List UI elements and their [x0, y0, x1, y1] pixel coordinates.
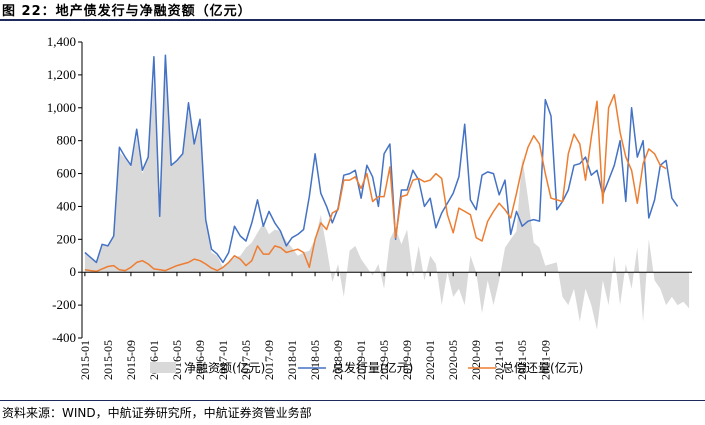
x-tick-label: 2020-09	[469, 340, 483, 380]
legend-label: 总偿还量(亿元)	[502, 360, 583, 375]
x-tick-label: 2016-05	[170, 340, 184, 380]
x-tick-label: 2019-01	[354, 340, 368, 380]
y-tick-label: 800	[57, 133, 77, 148]
source-note: 资料来源：WIND，中航证券研究所，中航证券资管业务部	[2, 406, 312, 420]
chart-title: 图 22：地产债发行与净融资额（亿元）	[2, 4, 252, 19]
y-tick-label: 600	[57, 166, 77, 181]
x-tick-label: 2019-09	[400, 340, 414, 380]
x-tick-label: 2020-05	[446, 340, 460, 380]
x-tick-label: 2015-01	[78, 340, 92, 380]
x-tick-label: 2021-01	[492, 340, 506, 380]
x-tick-label: 2017-01	[216, 340, 230, 380]
title-rule	[0, 19, 705, 21]
x-tick-label: 2016-09	[193, 340, 207, 380]
axes-layer: 1,4001,2001,0008006004002000-200-4002015…	[47, 34, 692, 380]
x-tick-label: 2021-05	[515, 340, 529, 380]
net-financing-area-layer	[84, 60, 690, 330]
x-tick-label: 2017-09	[262, 340, 276, 380]
net-financing-area	[84, 60, 690, 330]
chart-svg: 1,4001,2001,0008006004002000-200-4002015…	[47, 34, 692, 380]
x-tick-label: 2018-09	[331, 340, 345, 380]
y-tick-label: -200	[52, 297, 76, 312]
legend-label: 净融资额(亿元)	[184, 360, 265, 375]
legend: 净融资额(亿元) 总发行量(亿元) 总偿还量(亿元)	[150, 360, 583, 375]
legend-label: 总发行量(亿元)	[332, 360, 413, 375]
x-tick-label: 2016-01	[147, 340, 161, 380]
y-tick-label: 0	[70, 264, 77, 279]
x-tick-label: 2017-05	[239, 340, 253, 380]
y-tick-label: 1,400	[47, 34, 76, 49]
line-series-layer	[84, 54, 679, 273]
x-tick-label: 2018-01	[285, 340, 299, 380]
x-tick-label: 2020-01	[423, 340, 437, 380]
x-tick-label: 2018-05	[308, 340, 322, 380]
y-tick-label: 1,000	[47, 100, 76, 115]
y-tick-label: 200	[57, 231, 77, 246]
total-repayment-line	[84, 93, 667, 273]
x-tick-label: 2015-05	[101, 340, 115, 380]
y-tick-label: 1,200	[47, 67, 76, 82]
y-tick-label: -400	[52, 330, 76, 345]
x-tick-label: 2015-09	[124, 340, 138, 380]
x-tick-label: 2021-09	[538, 340, 552, 380]
y-tick-label: 400	[57, 198, 77, 213]
legend-swatch-net-financing	[150, 362, 176, 373]
total-issuance-line	[84, 54, 679, 264]
x-tick-label: 2019-05	[377, 340, 391, 380]
bottom-rule	[0, 400, 705, 401]
